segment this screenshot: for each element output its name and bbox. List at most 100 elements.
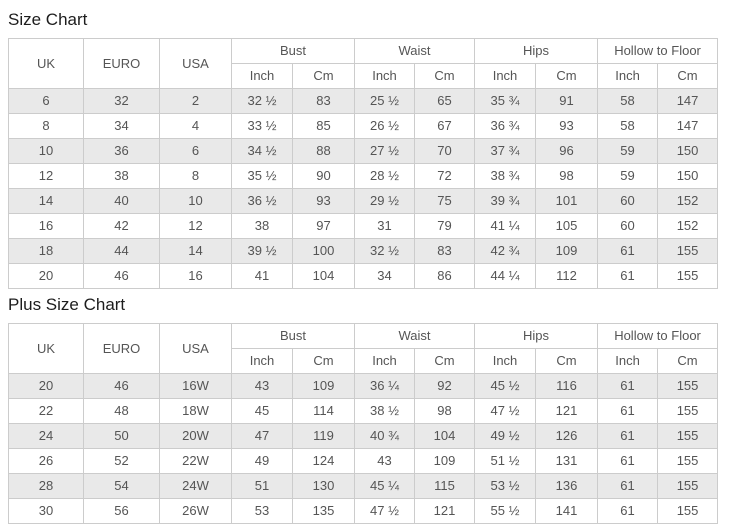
table-cell: 16 <box>159 263 232 289</box>
table-cell: 34 ½ <box>231 138 293 164</box>
group-header: Bust <box>230 38 356 64</box>
table-cell: 155 <box>657 448 719 474</box>
table-cell: 35 ½ <box>231 163 293 189</box>
size-chart-table: UK EURO USA Bust Waist Hips Hollow to Floor Inc… <box>8 38 719 289</box>
group-header: Waist <box>354 323 476 349</box>
table-row: 10 36 6 34 ½ 88 27 ½ 70 37 ¾ 96 59 150 <box>8 138 719 164</box>
table-cell: 155 <box>657 498 719 524</box>
table-cell: 16 <box>8 213 84 239</box>
table-cell: 83 <box>291 88 356 114</box>
table-cell: 26 <box>8 448 84 474</box>
unit-header-cm: Cm <box>414 63 476 89</box>
table-cell: 40 ¾ <box>354 423 416 449</box>
unit-header-cm: Cm <box>657 348 719 374</box>
table-cell: 116 <box>535 373 599 399</box>
table-cell: 152 <box>657 188 719 214</box>
table-cell: 61 <box>597 498 659 524</box>
table-cell: 18 <box>8 238 84 264</box>
col-header-euro: EURO <box>83 323 160 374</box>
table-cell: 152 <box>657 213 719 239</box>
col-header-usa: USA <box>159 38 232 89</box>
table-cell: 109 <box>291 373 356 399</box>
table-cell: 59 <box>597 138 659 164</box>
table-cell: 34 <box>354 263 416 289</box>
table-cell: 31 <box>354 213 416 239</box>
table-cell: 8 <box>8 113 84 139</box>
table-cell: 45 ½ <box>474 373 537 399</box>
table-cell: 147 <box>657 88 719 114</box>
table-cell: 61 <box>597 373 659 399</box>
table-cell: 22W <box>159 448 232 474</box>
table-cell: 49 <box>231 448 293 474</box>
table-cell: 32 <box>83 88 160 114</box>
table-cell: 136 <box>535 473 599 499</box>
table-cell: 53 <box>231 498 293 524</box>
table-cell: 58 <box>597 113 659 139</box>
table-cell: 20 <box>8 263 84 289</box>
plus-size-chart-table: UK EURO USA Bust Waist Hips Hollow to Floor Inc… <box>8 323 719 524</box>
table-row: 18 44 14 39 ½ 100 32 ½ 83 42 ¾ 109 61 155 <box>8 238 719 264</box>
table-cell: 86 <box>414 263 476 289</box>
table-cell: 35 ¾ <box>474 88 537 114</box>
group-header: Waist <box>354 38 476 64</box>
table-cell: 155 <box>657 423 719 449</box>
table-cell: 18W <box>159 398 232 424</box>
table-row: 16 42 12 38 97 31 79 41 ¼ 105 60 152 <box>8 213 719 239</box>
table-cell: 135 <box>291 498 356 524</box>
table-cell: 37 ¾ <box>474 138 537 164</box>
table-cell: 43 <box>354 448 416 474</box>
table-cell: 131 <box>535 448 599 474</box>
table-cell: 92 <box>414 373 476 399</box>
table-row: 20 46 16W 43 109 36 ¼ 92 45 ½ 116 61 155 <box>8 373 719 399</box>
table-cell: 32 ½ <box>231 88 293 114</box>
table-cell: 32 ½ <box>354 238 416 264</box>
table-cell: 22 <box>8 398 84 424</box>
table-cell: 40 <box>83 188 160 214</box>
group-header: Bust <box>230 323 356 349</box>
table-cell: 150 <box>657 163 719 189</box>
table-cell: 150 <box>657 138 719 164</box>
unit-header-cm: Cm <box>414 348 476 374</box>
table-cell: 155 <box>657 473 719 499</box>
group-header: Hollow to Floor <box>597 38 719 64</box>
plus-size-chart-title: Plus Size Chart <box>8 295 126 314</box>
table-cell: 20 <box>8 373 84 399</box>
size-chart-title: Size Chart <box>8 10 88 29</box>
table-cell: 29 ½ <box>354 188 416 214</box>
table-cell: 41 <box>231 263 293 289</box>
table-cell: 155 <box>657 398 719 424</box>
table-cell: 83 <box>414 238 476 264</box>
table-cell: 98 <box>414 398 476 424</box>
table-cell: 47 ½ <box>354 498 416 524</box>
table-cell: 51 <box>231 473 293 499</box>
table-cell: 4 <box>159 113 232 139</box>
table-cell: 12 <box>8 163 84 189</box>
table-row: 30 56 26W 53 135 47 ½ 121 55 ½ 141 61 155 <box>8 498 719 524</box>
group-header: Hollow to Floor <box>597 323 719 349</box>
table-cell: 130 <box>291 473 356 499</box>
col-header-usa: USA <box>159 323 232 374</box>
table-cell: 58 <box>597 88 659 114</box>
unit-header-inch: Inch <box>597 348 659 374</box>
table-cell: 61 <box>597 423 659 449</box>
table-cell: 47 ½ <box>474 398 537 424</box>
table-cell: 121 <box>535 398 599 424</box>
col-header-uk: UK <box>8 323 84 374</box>
table-cell: 96 <box>535 138 599 164</box>
table-cell: 20W <box>159 423 232 449</box>
table-cell: 28 <box>8 473 84 499</box>
table-cell: 155 <box>657 238 719 264</box>
table-cell: 26W <box>159 498 232 524</box>
table-cell: 36 <box>83 138 160 164</box>
table-cell: 101 <box>535 188 599 214</box>
table-cell: 6 <box>8 88 84 114</box>
table-cell: 27 ½ <box>354 138 416 164</box>
table-cell: 24 <box>8 423 84 449</box>
table-cell: 41 ¼ <box>474 213 537 239</box>
table-cell: 91 <box>535 88 599 114</box>
unit-header-inch: Inch <box>231 63 293 89</box>
col-header-uk: UK <box>8 38 84 89</box>
table-cell: 126 <box>535 423 599 449</box>
table-cell: 8 <box>159 163 232 189</box>
table-cell: 70 <box>414 138 476 164</box>
